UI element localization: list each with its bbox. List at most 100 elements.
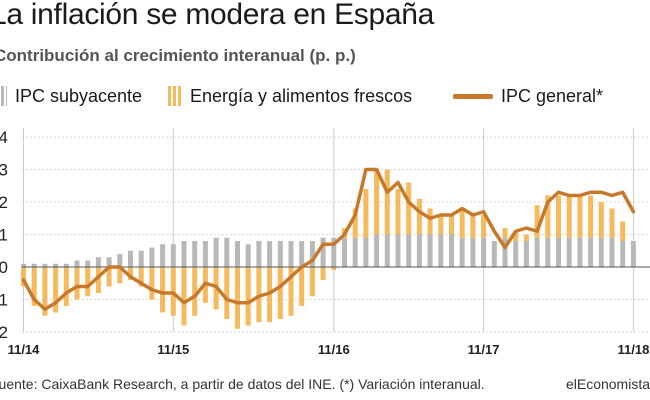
bar-core bbox=[534, 237, 540, 267]
bar-core bbox=[277, 241, 283, 267]
y-tick-label: -1 bbox=[0, 291, 8, 310]
bar-energy bbox=[224, 267, 230, 319]
bar-energy bbox=[374, 169, 380, 235]
bar-core bbox=[427, 234, 433, 267]
bar-core bbox=[374, 234, 380, 267]
bar-energy bbox=[309, 267, 315, 297]
chart-subtitle: Contribución al crecimiento interanual (… bbox=[0, 46, 356, 65]
legend-swatch-headline bbox=[453, 93, 493, 99]
bar-energy bbox=[438, 215, 444, 235]
bar-core bbox=[63, 263, 69, 267]
bar-energy bbox=[534, 205, 540, 238]
bar-core bbox=[395, 234, 401, 267]
bar-core bbox=[213, 237, 219, 267]
bar-energy bbox=[235, 267, 240, 329]
bar-core bbox=[245, 244, 251, 267]
bar-energy bbox=[42, 267, 48, 316]
bar-energy bbox=[128, 267, 133, 280]
bar-core bbox=[267, 241, 273, 267]
bar-core bbox=[459, 237, 465, 267]
legend-item-core: IPC subyacente bbox=[0, 84, 142, 108]
bar-core bbox=[117, 254, 123, 267]
bar-core bbox=[74, 260, 80, 267]
bar-core bbox=[363, 237, 369, 267]
legend-item-energy: Energía y alimentos frescos bbox=[168, 84, 412, 108]
bar-core bbox=[620, 241, 626, 267]
bar-core bbox=[566, 237, 572, 267]
bar-energy bbox=[288, 267, 294, 316]
bar-core bbox=[598, 237, 604, 267]
bar-core bbox=[630, 241, 636, 267]
bar-energy bbox=[395, 189, 401, 235]
bar-core bbox=[235, 241, 240, 267]
bar-energy bbox=[416, 198, 422, 235]
bar-core bbox=[523, 241, 529, 267]
legend-swatch-energy bbox=[168, 86, 182, 106]
bar-energy bbox=[566, 195, 572, 238]
bar-energy bbox=[21, 267, 26, 287]
y-tick-label: 3 bbox=[0, 161, 8, 180]
bar-energy bbox=[106, 267, 112, 287]
bars bbox=[21, 169, 636, 329]
bar-core bbox=[545, 237, 551, 267]
bar-core bbox=[160, 244, 166, 267]
bar-core bbox=[577, 237, 583, 267]
bar-energy bbox=[406, 182, 412, 235]
bar-energy bbox=[352, 208, 358, 238]
bar-core bbox=[513, 241, 519, 267]
x-tick-label: 11/16 bbox=[318, 342, 350, 357]
bar-energy bbox=[427, 208, 433, 235]
bar-core bbox=[256, 241, 262, 267]
bar-core bbox=[21, 263, 26, 267]
bar-energy bbox=[138, 267, 144, 287]
source-note: Fuente: CaixaBank Research, a partir de … bbox=[0, 376, 485, 392]
legend-label-headline: IPC general* bbox=[501, 85, 604, 106]
bar-energy bbox=[320, 267, 326, 280]
bar-core bbox=[95, 257, 101, 267]
bar-energy bbox=[502, 228, 508, 238]
axis-labels: -2 -1 0 1 2 3 4 11/14 11/15 11/16 11/17 11/18 bbox=[0, 128, 649, 357]
grid bbox=[22, 128, 650, 333]
bar-core bbox=[299, 241, 305, 267]
bar-core bbox=[31, 263, 37, 267]
bar-energy bbox=[481, 215, 487, 238]
bar-core bbox=[42, 263, 48, 267]
bar-energy bbox=[331, 267, 337, 271]
bar-energy bbox=[192, 267, 198, 316]
x-tick-label: 11/15 bbox=[157, 342, 189, 357]
bar-energy bbox=[277, 267, 283, 319]
bar-core bbox=[170, 244, 176, 267]
legend-label-core: IPC subyacente bbox=[15, 85, 143, 106]
bar-core bbox=[470, 237, 476, 267]
bar-core bbox=[491, 241, 497, 267]
bar-energy bbox=[299, 267, 305, 306]
bar-energy bbox=[598, 202, 604, 238]
bar-core bbox=[352, 237, 358, 267]
bar-energy bbox=[513, 231, 519, 241]
bar-core bbox=[384, 234, 390, 267]
bar-energy bbox=[85, 267, 91, 297]
bar-core bbox=[128, 250, 133, 267]
headline-cpi-line bbox=[21, 167, 636, 311]
bar-core bbox=[149, 247, 155, 267]
bar-energy bbox=[74, 267, 80, 300]
legend-label-energy: Energía y alimentos frescos bbox=[190, 85, 413, 106]
legend-item-headline: IPC general* bbox=[453, 84, 603, 108]
bar-core bbox=[416, 234, 422, 267]
bar-energy bbox=[609, 208, 615, 238]
bar-core bbox=[320, 237, 326, 267]
y-tick-label: 2 bbox=[0, 193, 8, 212]
y-tick-label: -2 bbox=[0, 323, 8, 342]
chart-title: La inflación se modera en España bbox=[0, 0, 435, 31]
bar-core bbox=[224, 237, 230, 267]
bar-energy bbox=[245, 267, 251, 326]
bar-energy bbox=[384, 169, 390, 235]
bar-core bbox=[288, 241, 294, 267]
bar-core bbox=[438, 234, 444, 267]
y-tick-label: 1 bbox=[0, 226, 8, 245]
bar-energy bbox=[63, 267, 69, 306]
bar-energy bbox=[363, 189, 369, 238]
bar-core bbox=[449, 234, 454, 267]
bar-core bbox=[138, 250, 144, 267]
bar-core bbox=[588, 237, 594, 267]
